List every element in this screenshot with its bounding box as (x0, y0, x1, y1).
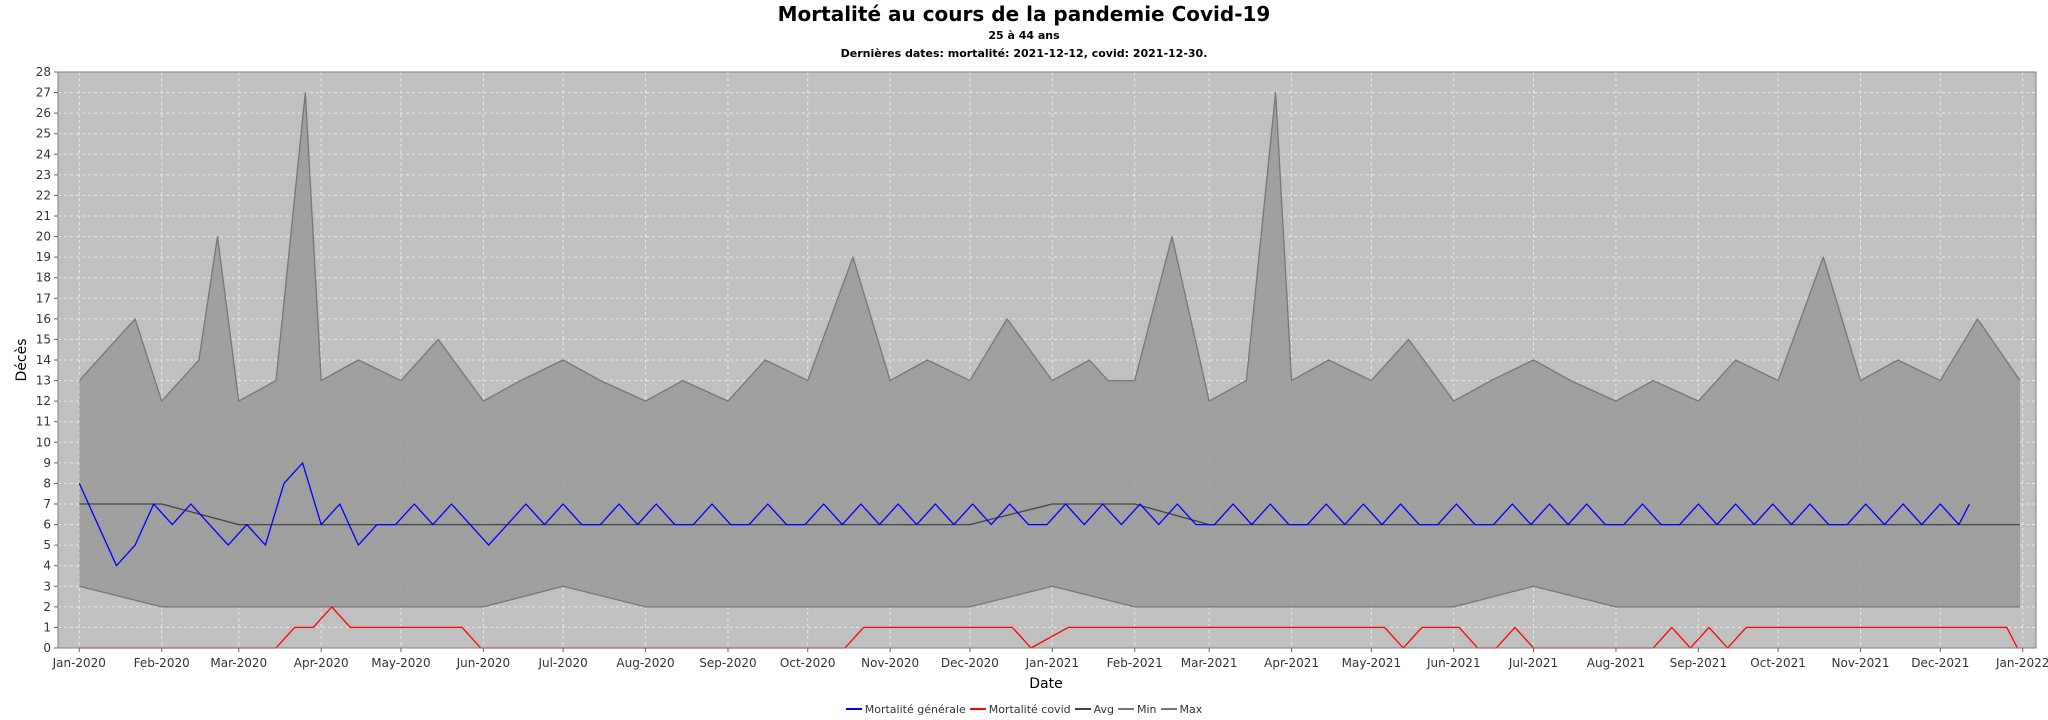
legend-item: Min (1117, 702, 1157, 716)
x-tick-label: May-2021 (1342, 656, 1401, 670)
x-tick-label: Jul-2020 (537, 656, 587, 670)
legend-swatch (1117, 708, 1134, 710)
x-tick-label: May-2020 (371, 656, 430, 670)
series-line-avg (79, 503, 2020, 526)
chart-last-dates: Dernières dates: mortalité: 2021-12-12, … (840, 47, 1208, 60)
x-tick-label: Jul-2021 (1508, 656, 1558, 670)
y-tick-label: 16 (36, 312, 51, 326)
x-tick-label: Jan-2022 (1995, 656, 2048, 670)
min-max-band-area (79, 92, 2020, 607)
y-tick-label: 3 (43, 579, 51, 593)
y-tick-label: 13 (36, 374, 51, 388)
legend-item: Mortalité covid (969, 702, 1071, 716)
x-tick-label: Sep-2020 (699, 656, 757, 670)
legend-item: Avg (1074, 702, 1114, 716)
x-tick-label: Nov-2020 (861, 656, 919, 670)
y-tick-label: 24 (36, 147, 51, 161)
x-tick-label: Nov-2021 (1832, 656, 1890, 670)
legend-swatch (969, 708, 986, 710)
y-tick-label: 11 (36, 415, 51, 429)
y-tick-label: 19 (36, 250, 51, 264)
y-tick-label: 7 (43, 497, 51, 511)
x-tick-label: Jun-2021 (1426, 656, 1481, 670)
y-tick-label: 8 (43, 476, 51, 490)
y-tick-label: 28 (36, 65, 51, 79)
x-tick-label: Jan-2021 (1025, 656, 1079, 670)
legend-label: Mortalité covid (988, 702, 1071, 716)
y-tick-label: 5 (43, 538, 51, 552)
x-tick-label: Oct-2021 (1750, 656, 1806, 670)
series-line-mortalite-generale (78, 462, 1971, 567)
x-tick-label: Feb-2021 (1107, 656, 1163, 670)
legend-item: Mortalité générale (845, 702, 966, 716)
y-tick-label: 25 (36, 127, 51, 141)
x-tick-label: Apr-2021 (1264, 656, 1319, 670)
x-tick-label: Oct-2020 (780, 656, 836, 670)
y-tick-label: 27 (36, 86, 51, 100)
min-max-band (79, 92, 2020, 607)
y-tick-label: 22 (36, 188, 51, 202)
legend-label: Mortalité générale (864, 702, 966, 716)
x-tick-label: Feb-2020 (134, 656, 190, 670)
y-tick-label: 9 (43, 456, 51, 470)
x-tick-label: Aug-2021 (1587, 656, 1645, 670)
y-tick-label: 12 (36, 394, 51, 408)
x-tick-label: Jun-2020 (456, 656, 511, 670)
x-tick-label: Mar-2021 (1181, 656, 1238, 670)
y-tick-label: 10 (36, 435, 51, 449)
y-tick-label: 0 (43, 641, 51, 655)
y-tick-label: 1 (43, 620, 51, 634)
x-tick-label: Jan-2020 (52, 656, 106, 670)
legend-swatch (845, 708, 862, 710)
series-line-max (78, 91, 2021, 402)
legend-label: Max (1179, 702, 1203, 716)
legend: Mortalité générale Mortalité covid Avg Min M… (0, 700, 2048, 716)
chart-title: Mortalité au cours de la pandemie Covid-… (777, 2, 1271, 26)
y-tick-label: 21 (36, 209, 51, 223)
legend-label: Min (1136, 702, 1157, 716)
x-tick-label: Mar-2020 (210, 656, 267, 670)
y-tick-label: 18 (36, 271, 51, 285)
y-tick-label: 4 (43, 559, 51, 573)
legend-label: Avg (1093, 702, 1114, 716)
legend-swatch (1074, 708, 1091, 710)
x-tick-label: Aug-2020 (616, 656, 674, 670)
y-tick-label: 2 (43, 600, 51, 614)
y-tick-label: 17 (36, 291, 51, 305)
series-line-min (79, 585, 2020, 608)
y-tick-label: 26 (36, 106, 51, 120)
x-tick-label: Sep-2021 (1670, 656, 1728, 670)
y-axis-label: Décès (14, 339, 30, 382)
legend-swatch (1160, 708, 1177, 710)
x-axis-label: Date (1029, 676, 1062, 692)
y-tick-label: 6 (43, 518, 51, 532)
y-tick-label: 14 (36, 353, 51, 367)
y-tick-label: 20 (36, 230, 51, 244)
y-tick-label: 15 (36, 332, 51, 346)
x-tick-label: Dec-2021 (1911, 656, 1969, 670)
x-tick-label: Dec-2020 (941, 656, 999, 670)
x-tick-label: Apr-2020 (294, 656, 349, 670)
axes: 0123456789101112131415161718192021222324… (36, 65, 2048, 670)
y-tick-label: 23 (36, 168, 51, 182)
chart-subtitle: 25 à 44 ans (988, 29, 1060, 42)
legend-item: Max (1160, 702, 1203, 716)
